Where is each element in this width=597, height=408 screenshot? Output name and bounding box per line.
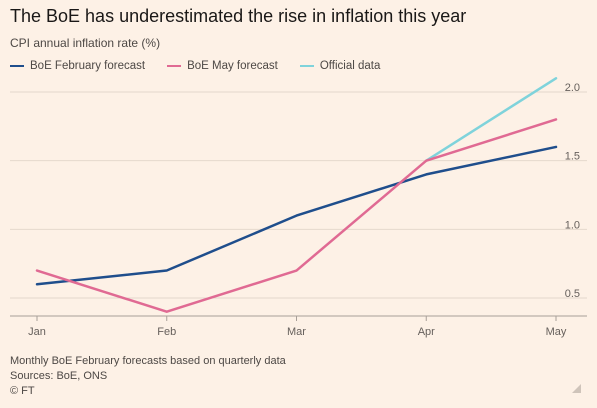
series-line-1 [35,118,558,313]
legend-swatch-official [299,65,314,67]
x-axis: Jan Feb Mar Apr May [10,315,587,338]
series-line-2 [425,77,558,162]
x-tick-label-0: Jan [28,326,46,338]
legend-item-official: Official data [299,60,381,72]
legend-label-may: BoE May forecast [187,60,278,72]
series-line-0 [35,145,558,286]
legend-swatch-may [167,65,182,67]
legend-item-feb: BoE February forecast [10,60,145,72]
legend-label-feb: BoE February forecast [30,60,146,72]
x-tick-label-4: May [546,326,567,338]
y-tick-label-3: 2.0 [565,82,580,94]
y-tick-label-2: 1.5 [565,151,580,163]
y-axis-tick-labels: 0.5 1.0 1.5 2.0 [565,82,580,300]
corner-mark-icon [572,384,581,393]
chart-footer: Monthly BoE February forecasts based on … [10,354,286,399]
x-tick-label-3: Apr [418,326,435,338]
chart-subtitle: CPI annual inflation rate (%) [10,36,161,50]
y-tick-label-0: 0.5 [565,288,580,300]
footer-sources: Sources: BoE, ONS [10,370,108,382]
legend-label-official: Official data [319,60,381,72]
y-tick-label-1: 1.0 [565,219,580,231]
series-lines [35,77,558,313]
legend: BoE February forecast BoE May forecast O… [10,60,402,72]
footer-note: Monthly BoE February forecasts based on … [10,355,286,367]
gridlines [10,91,587,299]
footer-credit: © FT [10,385,35,397]
x-tick-label-2: Mar [287,326,306,338]
legend-item-may: BoE May forecast [167,60,278,72]
legend-swatch-feb [10,65,24,67]
chart-title: The BoE has underestimated the rise in i… [10,6,467,26]
x-tick-label-1: Feb [157,326,176,338]
